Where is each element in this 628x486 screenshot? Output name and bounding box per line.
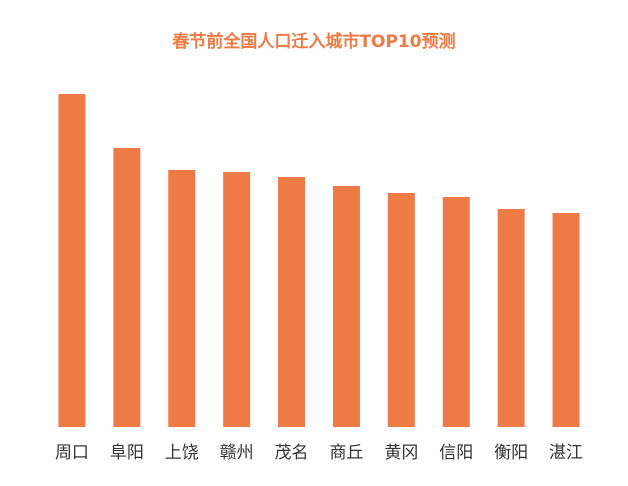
- bar: [58, 94, 86, 427]
- bar: [497, 209, 525, 427]
- bar: [278, 177, 306, 427]
- bar: [113, 148, 141, 427]
- x-tick-label: 湛江: [549, 443, 583, 463]
- bar: [387, 193, 415, 427]
- x-tick-label: 商丘: [329, 443, 363, 463]
- x-tick-label: 衡阳: [494, 443, 528, 463]
- bar: [168, 170, 196, 427]
- bar: [552, 213, 580, 427]
- x-tick-label: 赣州: [220, 443, 254, 463]
- bar: [332, 186, 360, 427]
- x-tick-label: 茂名: [275, 443, 309, 463]
- x-tick-label: 上饶: [165, 443, 199, 463]
- x-tick-label: 周口: [55, 443, 89, 463]
- x-tick-label: 黄冈: [384, 443, 418, 463]
- x-tick-label: 信阳: [439, 443, 473, 463]
- x-tick-label: 阜阳: [110, 443, 144, 463]
- bar: [223, 172, 251, 427]
- bar: [442, 197, 470, 427]
- chart-title: 春节前全国人口迁入城市TOP10预测: [172, 31, 455, 52]
